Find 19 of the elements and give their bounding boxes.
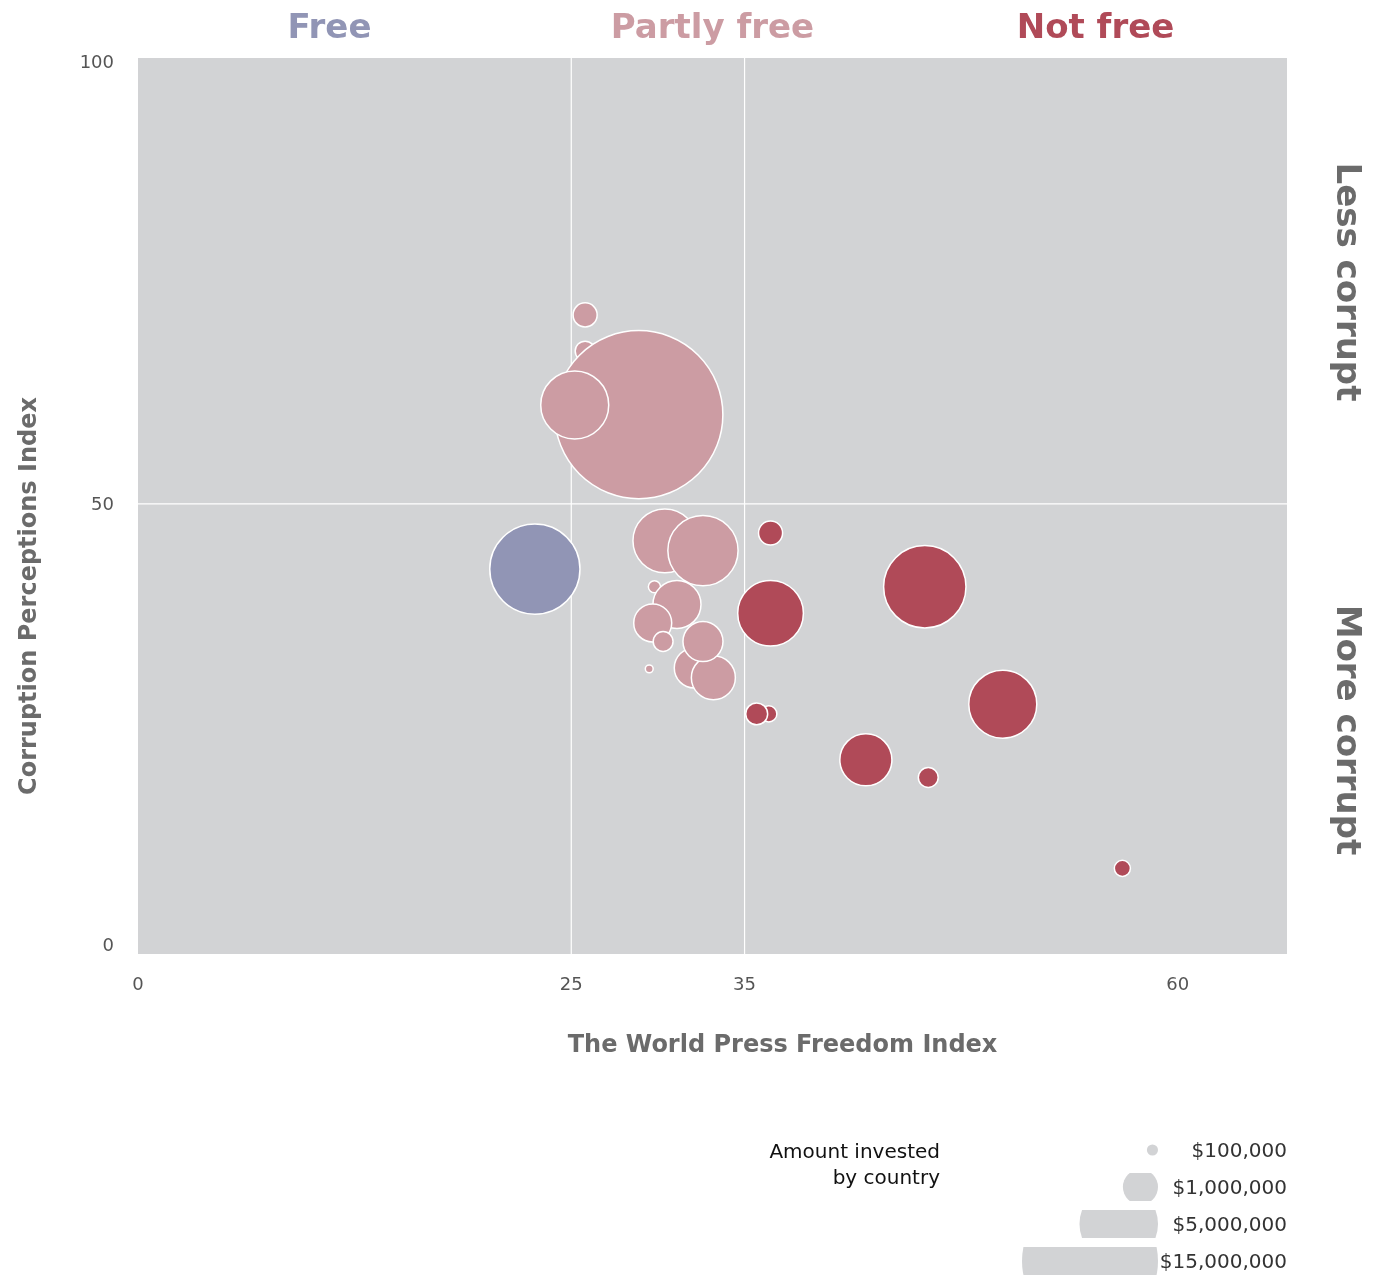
text: Less corrupt (1329, 162, 1369, 402)
legend-label: $100,000 (1191, 1138, 1287, 1162)
text: Partly free (610, 6, 815, 46)
text: Not free (1016, 6, 1175, 46)
x-tick-label: 25 (559, 973, 583, 994)
text: More corrupt (1329, 604, 1369, 856)
legend-label: $15,000,000 (1159, 1249, 1287, 1273)
x-tick-label: 35 (733, 973, 757, 994)
x-axis-title: The World Press Freedom Index (567, 1030, 998, 1058)
y-tick-label: 100 (79, 51, 114, 73)
legend-label: $1,000,000 (1172, 1175, 1287, 1199)
legend-label: $5,000,000 (1172, 1212, 1287, 1236)
x-tick-label: 60 (1166, 973, 1190, 994)
y-axis-title: Corruption Perceptions Index (14, 396, 42, 795)
x-tick-label: 0 (132, 973, 144, 994)
text: Free (287, 6, 372, 46)
y-tick-label: 0 (102, 934, 114, 956)
y-tick-label: 50 (91, 492, 114, 514)
legend-title: Amount invested by country (769, 1139, 941, 1189)
